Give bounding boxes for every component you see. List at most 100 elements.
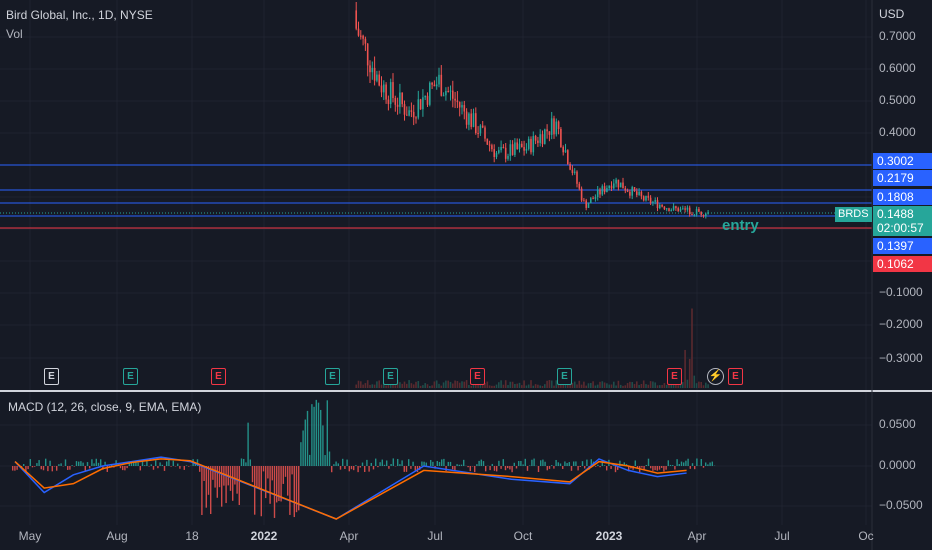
macd-histogram-bar — [669, 464, 672, 466]
macd-histogram-bar — [278, 466, 280, 502]
volume-bar — [357, 380, 360, 388]
earnings-icon[interactable]: E — [470, 368, 485, 385]
macd-histogram-bar — [551, 465, 553, 466]
volume-bar — [486, 381, 489, 388]
macd-histogram-bar — [689, 466, 691, 469]
macd-histogram-bar — [14, 466, 16, 471]
candle-body — [431, 82, 433, 85]
earnings-icon[interactable]: E — [211, 368, 226, 385]
macd-histogram-bar — [544, 461, 546, 466]
volume-bar — [534, 384, 537, 388]
macd-histogram-bar — [647, 458, 650, 466]
macd-histogram-bar — [683, 462, 685, 466]
macd-histogram-bar — [388, 466, 390, 469]
volume-bar — [394, 385, 397, 388]
level-badge[interactable]: 0.3002 — [873, 153, 932, 169]
macd-histogram-bar — [289, 466, 291, 515]
candle-body — [442, 95, 445, 97]
volume-bar — [615, 385, 617, 388]
macd-histogram-bar — [601, 460, 603, 466]
candle-body — [516, 142, 518, 150]
macd-histogram-bar — [280, 466, 282, 502]
earnings-icon[interactable]: E — [667, 368, 682, 385]
macd-histogram-bar — [504, 466, 507, 471]
level-badge[interactable]: 0.1808 — [873, 189, 932, 205]
macd-histogram-bar — [456, 464, 458, 466]
earnings-icon[interactable]: E — [728, 368, 743, 385]
macd-histogram-bar — [258, 466, 260, 488]
macd-histogram-bar — [531, 459, 533, 466]
volume-bar — [590, 383, 592, 388]
candle-body — [656, 200, 659, 209]
last-price-badge[interactable]: 0.1488 — [873, 206, 932, 222]
level-badge[interactable]: 0.1397 — [873, 238, 932, 254]
volume-bar — [387, 382, 390, 388]
candle-body — [557, 121, 560, 129]
candle-body — [675, 206, 677, 209]
candle-body — [447, 91, 449, 93]
volume-bar — [693, 375, 696, 388]
macd-histogram-bar — [370, 462, 372, 466]
macd-histogram-bar — [126, 466, 128, 469]
macd-histogram-bar — [590, 459, 592, 466]
volume-bar — [642, 380, 645, 388]
volume-bar — [465, 380, 468, 388]
level-badge[interactable]: 0.2179 — [873, 170, 932, 186]
candle-body — [415, 117, 417, 119]
candle-body — [357, 28, 360, 36]
earnings-icon[interactable]: E — [557, 368, 572, 385]
macd-histogram-bar — [606, 466, 608, 471]
earnings-icon[interactable]: E — [383, 368, 398, 385]
macd-histogram-bar — [229, 466, 232, 491]
macd-histogram-bar — [493, 466, 496, 471]
earnings-icon[interactable]: E — [123, 368, 138, 385]
candle-body — [410, 110, 413, 112]
volume-bar — [481, 385, 484, 388]
chart-grid — [0, 0, 872, 525]
volume-bar — [419, 385, 422, 388]
macd-histogram-bar — [436, 460, 438, 466]
volume-bar — [640, 383, 643, 388]
time-tick: Aug — [106, 529, 128, 543]
macd-histogram-bar — [298, 466, 300, 511]
macd-histogram-bar — [159, 462, 161, 466]
macd-histogram-bar — [51, 466, 53, 472]
candle-body — [659, 204, 661, 209]
candle-body — [631, 187, 633, 196]
candle-body — [555, 121, 558, 135]
earnings-icon[interactable]: E — [325, 368, 340, 385]
macd-histogram-bar — [705, 462, 707, 466]
symbol-title[interactable]: Bird Global, Inc., 1D, NYSE — [6, 8, 153, 22]
macd-histogram-bar — [267, 466, 269, 479]
candle-body — [613, 183, 615, 189]
entry-annotation[interactable]: entry — [722, 217, 759, 234]
volume-bar — [408, 380, 410, 388]
macd-histogram-bar — [401, 460, 403, 466]
macd-histogram-bar — [498, 460, 500, 466]
earnings-icon[interactable]: E — [44, 368, 59, 385]
currency-label[interactable]: USD — [879, 7, 905, 21]
level-badge[interactable]: 0.1062 — [873, 256, 932, 272]
candle-body — [387, 99, 390, 105]
volume-bar — [498, 382, 500, 388]
volume-label[interactable]: Vol — [6, 27, 23, 41]
candle-body — [396, 104, 399, 107]
volume-bar — [596, 384, 599, 388]
macd-histogram-bar — [691, 463, 694, 466]
candle-body — [530, 138, 532, 153]
candlestick-series — [355, 2, 709, 219]
macd-histogram-bar — [408, 459, 410, 466]
macd-indicator-label[interactable]: MACD (12, 26, close, 9, EMA, EMA) — [8, 400, 202, 414]
volume-bar — [406, 383, 408, 388]
macd-histogram-bar — [652, 466, 654, 471]
candle-body — [507, 155, 509, 159]
volume-bar — [488, 385, 491, 388]
macd-histogram-bar — [645, 464, 647, 466]
split-icon[interactable]: ⚡ — [707, 368, 724, 385]
volume-bar — [431, 385, 433, 388]
macd-histogram-bar — [548, 466, 551, 469]
macd-histogram-bar — [49, 460, 51, 466]
volume-bar — [585, 385, 587, 388]
volume-bar — [649, 381, 652, 388]
